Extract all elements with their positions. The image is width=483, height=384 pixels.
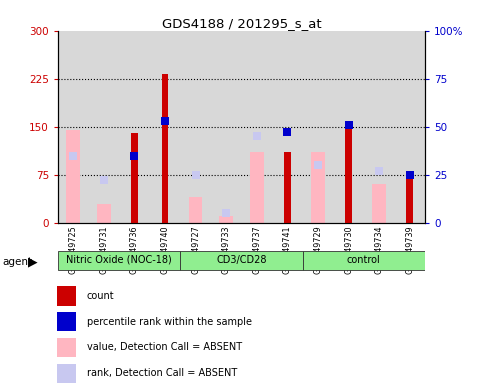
Bar [189, 197, 202, 223]
Point [375, 168, 383, 174]
Text: ▶: ▶ [28, 255, 38, 268]
Bar [97, 204, 111, 223]
Point [70, 152, 77, 159]
FancyBboxPatch shape [180, 251, 303, 270]
Bar [162, 74, 169, 223]
Point [161, 118, 169, 124]
Point [222, 210, 230, 216]
Bar [372, 184, 386, 223]
Text: control: control [347, 255, 381, 265]
Bar [57, 286, 76, 306]
Bar [406, 175, 413, 223]
FancyBboxPatch shape [58, 251, 180, 270]
FancyBboxPatch shape [303, 251, 425, 270]
Bar [57, 364, 76, 383]
Bar [131, 133, 138, 223]
Bar [250, 152, 264, 223]
Text: CD3/CD28: CD3/CD28 [216, 255, 267, 265]
Bar [311, 152, 325, 223]
Point [100, 177, 108, 184]
Bar [57, 312, 76, 331]
Point [314, 162, 322, 168]
Text: percentile rank within the sample: percentile rank within the sample [86, 317, 252, 327]
Text: value, Detection Call = ABSENT: value, Detection Call = ABSENT [86, 343, 242, 353]
Title: GDS4188 / 201295_s_at: GDS4188 / 201295_s_at [162, 17, 321, 30]
Bar [219, 216, 233, 223]
Point [130, 152, 138, 159]
Point [406, 172, 413, 178]
Point [253, 133, 261, 139]
Point [345, 122, 353, 128]
Bar [57, 338, 76, 357]
Text: count: count [86, 291, 114, 301]
Bar [66, 130, 80, 223]
Point [284, 129, 291, 136]
Text: rank, Detection Call = ABSENT: rank, Detection Call = ABSENT [86, 368, 237, 378]
Bar [284, 152, 291, 223]
Bar [345, 124, 352, 223]
Text: Nitric Oxide (NOC-18): Nitric Oxide (NOC-18) [66, 255, 172, 265]
Point [192, 172, 199, 178]
Text: agent: agent [2, 257, 32, 267]
